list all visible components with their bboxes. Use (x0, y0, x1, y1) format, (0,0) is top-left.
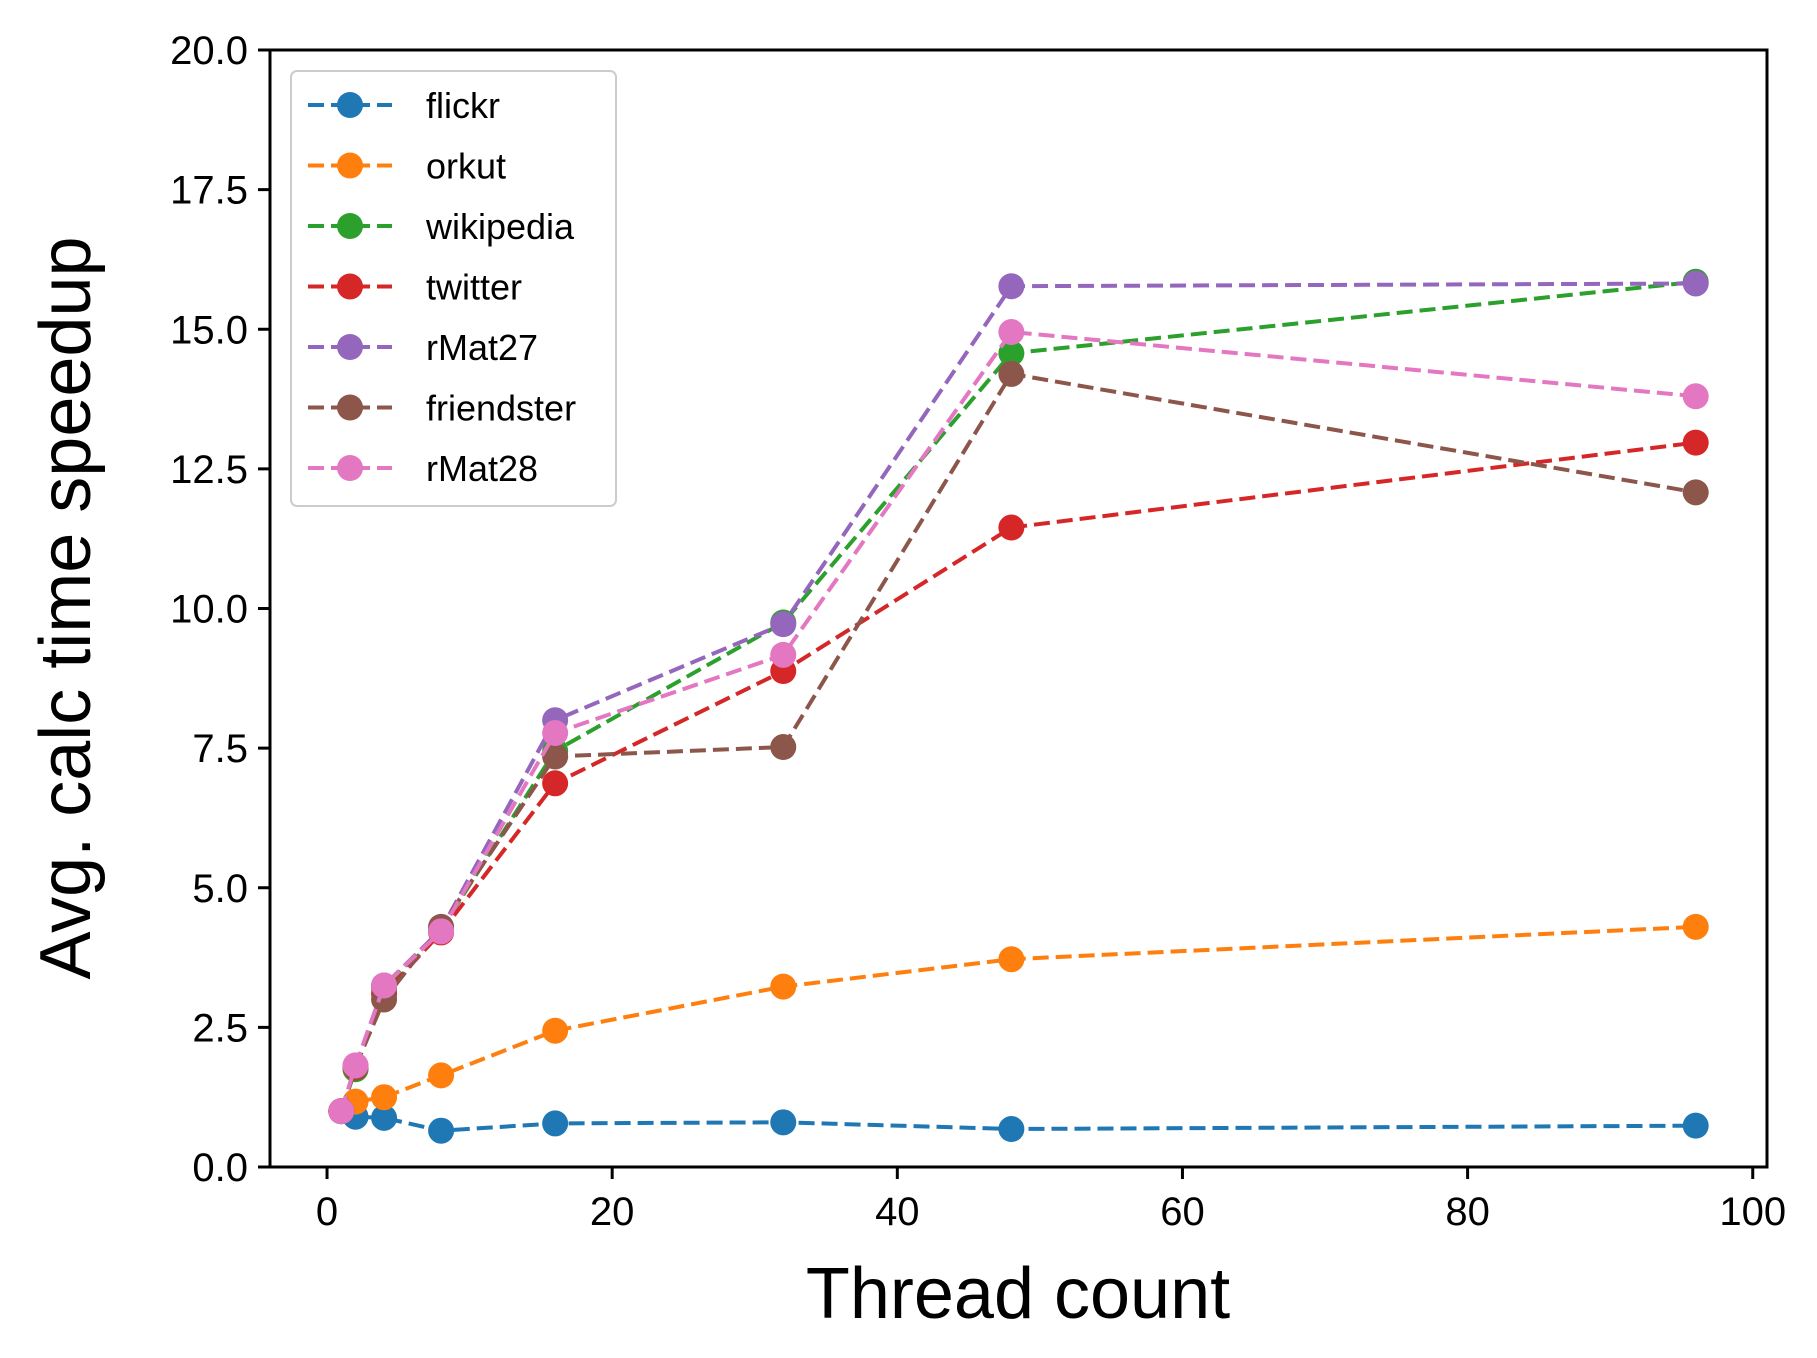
legend-marker (337, 92, 363, 118)
legend-label: twitter (426, 267, 522, 308)
series-line-rMat28 (339, 329, 1696, 1112)
data-point-wikipedia (998, 340, 1025, 367)
y-axis: 0.0 2.5 5.0 7.5 10.0 12.5 15.0 17.5 20.0 (170, 29, 270, 1190)
data-point-flickr (998, 1116, 1025, 1143)
series-line-flickr (340, 1109, 1696, 1133)
data-point-friendster (770, 734, 797, 761)
y-tick-label: 15.0 (170, 308, 248, 352)
legend-label: rMat28 (426, 448, 538, 489)
data-point-rMat28 (542, 720, 569, 747)
legend-label: flickr (426, 85, 500, 126)
legend-entry-rMat27: rMat27 (308, 327, 538, 368)
x-tick-label: 20 (590, 1190, 635, 1234)
y-tick-label: 20.0 (170, 29, 248, 73)
data-point-rMat27 (770, 611, 797, 638)
data-point-flickr (371, 1104, 398, 1131)
legend-entry-wikipedia: wikipedia (308, 206, 575, 247)
series-line-orkut (340, 924, 1696, 1113)
data-point-friendster (998, 360, 1025, 387)
data-point-rMat28 (342, 1052, 369, 1079)
data-point-orkut (428, 1062, 455, 1089)
series-rMat28 (328, 319, 1709, 1125)
x-axis: 0 20 40 60 80 100 (316, 1167, 1786, 1234)
legend-marker (337, 213, 363, 239)
data-point-rMat28 (371, 972, 398, 999)
legend-frame (290, 70, 617, 507)
y-tick-label: 2.5 (192, 1006, 248, 1050)
data-point-twitter (542, 770, 569, 797)
data-point-orkut (1682, 913, 1709, 940)
legend-marker (337, 394, 363, 421)
data-point-rMat27 (1682, 270, 1709, 297)
data-point-flickr (770, 1109, 797, 1136)
data-point-flickr (1682, 1112, 1709, 1139)
data-point-flickr (542, 1110, 569, 1137)
x-tick-label: 100 (1719, 1190, 1786, 1234)
data-point-rMat28 (1682, 383, 1709, 410)
x-tick-label: 0 (316, 1190, 338, 1234)
x-axis-title: Thread count (806, 1254, 1230, 1334)
data-point-orkut (371, 1084, 398, 1111)
series-orkut (328, 913, 1709, 1125)
y-axis-title: Avg. calc time speedup (26, 236, 106, 979)
legend-entry-rMat28: rMat28 (308, 448, 538, 489)
y-tick-label: 0.0 (192, 1146, 248, 1190)
x-tick-label: 80 (1445, 1190, 1490, 1234)
legend-label: rMat27 (426, 327, 538, 368)
y-tick-label: 12.5 (170, 448, 248, 492)
data-point-friendster (1682, 479, 1709, 506)
legend-marker (337, 273, 363, 300)
legend-marker (337, 152, 363, 179)
data-point-rMat28 (328, 1098, 355, 1125)
y-tick-label: 17.5 (170, 169, 248, 213)
y-tick-label: 5.0 (192, 867, 248, 911)
data-point-rMat28 (428, 918, 455, 945)
data-point-twitter (1682, 429, 1709, 456)
series-layer (328, 268, 1709, 1144)
legend-label: wikipedia (425, 206, 575, 247)
legend: flickr orkut wikipedia twitter rMat27 friends… (290, 70, 617, 507)
data-point-rMat28 (770, 641, 797, 668)
y-tick-label: 7.5 (192, 727, 248, 771)
data-point-rMat27 (998, 273, 1025, 300)
data-point-orkut (542, 1017, 569, 1044)
legend-marker (337, 455, 363, 481)
data-point-orkut (770, 973, 797, 1000)
data-point-rMat28 (998, 319, 1025, 346)
legend-marker (337, 334, 363, 360)
legend-entry-orkut: orkut (308, 146, 506, 187)
x-tick-label: 40 (875, 1190, 920, 1234)
y-tick-label: 10.0 (170, 588, 248, 632)
data-point-friendster (542, 743, 569, 770)
legend-entry-flickr: flickr (308, 85, 500, 126)
x-tick-label: 60 (1160, 1190, 1205, 1234)
legend-label: orkut (426, 146, 506, 187)
data-point-flickr (428, 1117, 455, 1144)
legend-entry-friendster: friendster (308, 388, 576, 429)
legend-entry-twitter: twitter (308, 267, 522, 308)
legend-label: friendster (426, 388, 576, 429)
data-point-orkut (998, 946, 1025, 973)
data-point-twitter (998, 514, 1025, 541)
